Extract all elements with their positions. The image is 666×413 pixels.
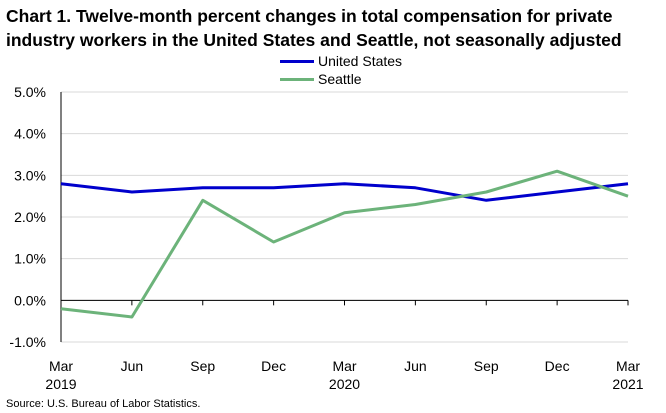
source-note: Source: U.S. Bureau of Labor Statistics. <box>6 398 201 410</box>
legend-item-united-states: United States <box>280 52 402 70</box>
legend-label-seattle: Seattle <box>318 71 362 87</box>
y-tick-label: 0.0% <box>14 292 46 308</box>
y-tick-label: 4.0% <box>14 126 46 142</box>
legend-swatch-seattle <box>280 77 314 81</box>
series-line-united-states <box>60 182 629 202</box>
y-tick-label: 1.0% <box>14 251 46 267</box>
x-year-label: 2020 <box>329 376 360 392</box>
x-year-label: 2021 <box>612 376 643 392</box>
legend-label-united-states: United States <box>318 53 403 69</box>
y-tick-label: 2.0% <box>14 209 46 225</box>
x-tick-label: Mar <box>616 358 640 374</box>
legend-item-seattle: Seattle <box>280 70 402 88</box>
x-tick-label: Mar <box>49 358 73 374</box>
y-tick-label: 3.0% <box>14 167 46 183</box>
x-tick-label: Sep <box>190 358 215 374</box>
x-tick-label: Jun <box>121 358 144 374</box>
y-tick-label: 5.0% <box>14 84 46 100</box>
x-tick-label: Mar <box>332 358 356 374</box>
chart-legend: United States Seattle <box>280 52 402 88</box>
x-tick-label: Dec <box>545 358 570 374</box>
chart-title: Chart 1. Twelve-month percent changes in… <box>6 6 622 50</box>
series-line-seattle <box>60 169 629 319</box>
x-year-label: 2019 <box>45 376 76 392</box>
x-tick-label: Sep <box>474 358 499 374</box>
legend-swatch-united-states <box>280 59 314 63</box>
x-tick-label: Dec <box>261 358 286 374</box>
y-tick-label: -1.0% <box>9 334 46 350</box>
x-tick-label: Jun <box>404 358 427 374</box>
